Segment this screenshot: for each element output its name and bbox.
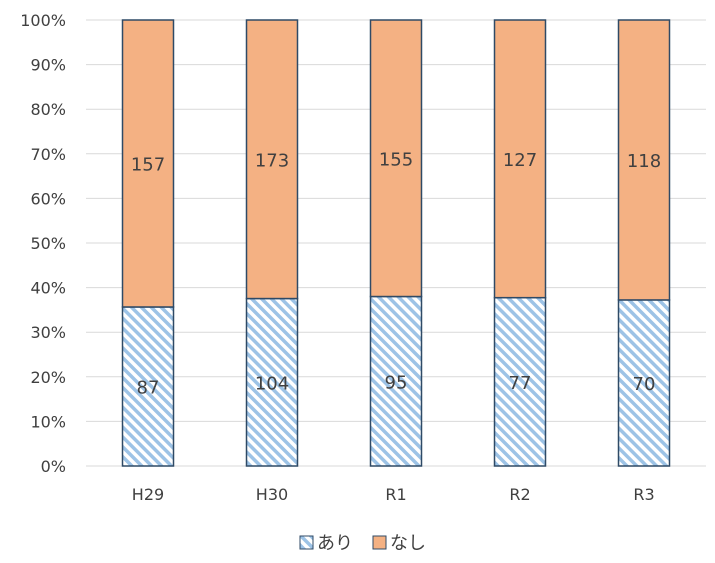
bar-segment-nashi [245, 19, 299, 300]
x-tick-label: R1 [385, 485, 406, 504]
data-label: 95 [385, 372, 408, 393]
data-label: 104 [255, 373, 289, 394]
bars [121, 19, 671, 467]
legend-swatch [299, 535, 314, 550]
data-label: 118 [627, 151, 661, 172]
legend: あり なし [299, 533, 426, 554]
data-label: 127 [503, 150, 537, 171]
y-tick-label: 40% [30, 279, 66, 298]
y-tick-label: 30% [30, 323, 66, 342]
data-label: 87 [137, 377, 160, 398]
bar-segment-nashi [369, 19, 423, 298]
y-tick-label: 10% [30, 412, 66, 431]
y-tick-label: 70% [30, 145, 66, 164]
legend-label: なし [390, 533, 426, 554]
bar-segment-ari [245, 297, 299, 467]
y-tick-label: 60% [30, 189, 66, 208]
y-tick-label: 90% [30, 56, 66, 75]
x-tick-label: R3 [633, 485, 654, 504]
bar-segment-ari [617, 299, 671, 467]
x-tick-label: H30 [256, 485, 288, 504]
x-tick-label: R2 [509, 485, 530, 504]
y-tick-label: 20% [30, 368, 66, 387]
y-tick-label: 0% [41, 457, 66, 476]
y-tick-label: 50% [30, 234, 66, 253]
y-tick-label: 80% [30, 100, 66, 119]
y-axis-tick-labels: 0% 10% 20% 30% 40% 50% 60% 70% 80% 90% 100% [20, 11, 66, 476]
x-axis-tick-labels: H29 H30 R1 R2 R3 [132, 485, 655, 504]
y-tick-label: 100% [20, 11, 66, 30]
data-label: 173 [255, 150, 289, 171]
legend-label: あり [317, 533, 353, 554]
bar-segment-ari [369, 295, 423, 467]
x-tick-label: H29 [132, 485, 164, 504]
bar-segment-nashi [121, 19, 175, 308]
data-label: 70 [633, 374, 656, 395]
bar-segment-ari [121, 306, 175, 467]
data-labels: 87 157 104 173 95 155 77 127 70 118 [131, 149, 661, 398]
data-label: 157 [131, 154, 165, 175]
data-label: 155 [379, 149, 413, 170]
data-label: 77 [509, 373, 532, 394]
legend-swatch [372, 535, 387, 550]
bar-segment-nashi [617, 19, 671, 301]
bar-segment-nashi [493, 19, 547, 299]
